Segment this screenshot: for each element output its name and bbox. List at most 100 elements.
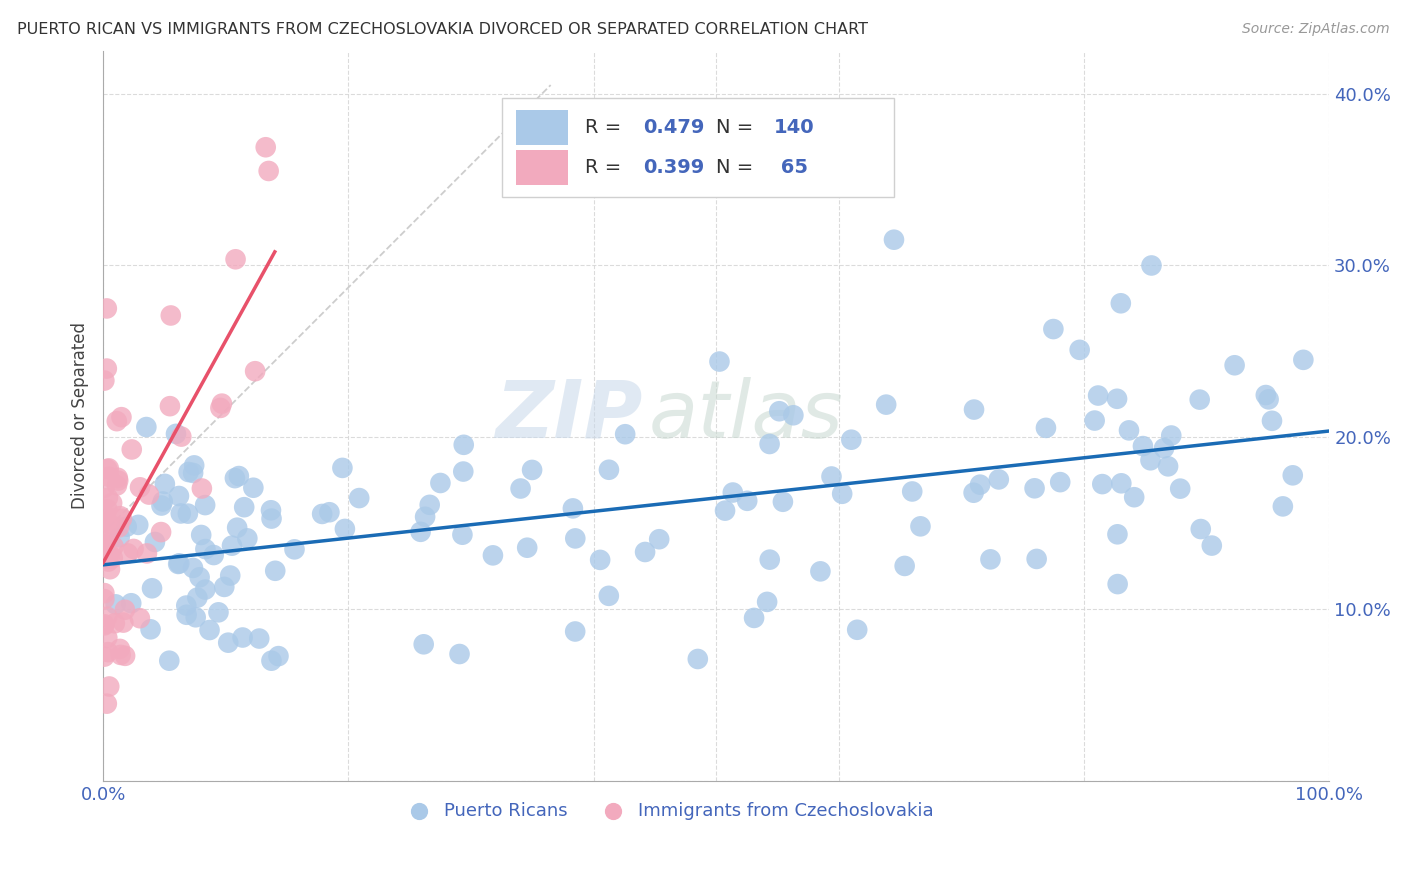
Point — [105, 414, 128, 428]
Point — [516, 541, 538, 555]
Point — [188, 570, 211, 584]
Point — [243, 364, 266, 378]
Point — [756, 595, 779, 609]
Point — [267, 649, 290, 664]
Point — [97, 645, 120, 659]
Point — [177, 507, 200, 521]
Point — [1153, 441, 1175, 455]
Point — [232, 631, 254, 645]
Point — [1105, 392, 1128, 406]
Point — [221, 539, 243, 553]
Point — [561, 501, 583, 516]
Point — [93, 374, 115, 388]
Point — [98, 562, 121, 576]
Point — [138, 487, 160, 501]
Point — [254, 140, 277, 154]
Point — [117, 546, 139, 560]
Text: atlas: atlas — [648, 376, 844, 455]
Point — [589, 553, 612, 567]
Point — [96, 462, 118, 476]
Point — [1049, 475, 1071, 490]
Point — [96, 609, 118, 624]
Point — [93, 618, 115, 632]
Point — [1157, 459, 1180, 474]
Point — [735, 493, 758, 508]
Point — [1109, 296, 1132, 310]
Point — [283, 542, 305, 557]
Point — [963, 402, 986, 417]
Point — [820, 469, 842, 483]
Point — [96, 361, 118, 376]
Point — [224, 471, 246, 485]
Text: N =: N = — [716, 158, 759, 177]
Point — [110, 410, 132, 425]
Point — [1111, 476, 1133, 491]
Point — [264, 564, 287, 578]
Point — [810, 565, 832, 579]
Point — [93, 592, 115, 607]
Point — [742, 611, 765, 625]
Point — [198, 623, 221, 637]
Point — [846, 623, 869, 637]
Point — [318, 505, 340, 519]
Point — [98, 547, 121, 561]
Point — [96, 697, 118, 711]
Point — [129, 480, 152, 494]
Point — [112, 615, 135, 630]
Point — [98, 517, 121, 532]
FancyBboxPatch shape — [502, 98, 894, 197]
Point — [841, 433, 863, 447]
Point — [97, 469, 120, 483]
Bar — [516, 150, 568, 185]
Point — [127, 517, 149, 532]
Point — [226, 521, 249, 535]
Point — [108, 509, 131, 524]
Point — [219, 568, 242, 582]
Point — [1201, 539, 1223, 553]
Point — [1257, 392, 1279, 407]
Point — [122, 541, 145, 556]
Bar — [516, 110, 568, 145]
Point — [1254, 388, 1277, 402]
Text: R =: R = — [585, 118, 627, 136]
Point — [97, 461, 120, 475]
Point — [228, 469, 250, 483]
Point — [96, 301, 118, 316]
Point — [104, 598, 127, 612]
Point — [96, 524, 118, 538]
Point — [451, 527, 474, 541]
Point — [412, 637, 434, 651]
Point — [1292, 352, 1315, 367]
Point — [108, 530, 131, 544]
Point — [564, 624, 586, 639]
Point — [170, 429, 193, 443]
Point — [332, 461, 354, 475]
Text: 0.479: 0.479 — [643, 118, 704, 136]
Point — [987, 472, 1010, 486]
Point — [233, 500, 256, 515]
Point — [1069, 343, 1091, 357]
Point — [1084, 413, 1107, 427]
Point — [93, 537, 115, 551]
Point — [169, 557, 191, 571]
Point — [1087, 388, 1109, 402]
Point — [1261, 414, 1284, 428]
Point — [115, 519, 138, 533]
Point — [1025, 552, 1047, 566]
Point — [165, 426, 187, 441]
Point — [482, 549, 505, 563]
Point — [1091, 477, 1114, 491]
Point — [1223, 358, 1246, 372]
Point — [979, 552, 1001, 566]
Point — [207, 605, 229, 619]
Point — [98, 551, 121, 566]
Point — [177, 465, 200, 479]
Point — [1139, 453, 1161, 467]
Point — [782, 409, 804, 423]
Point — [1042, 322, 1064, 336]
Point — [108, 520, 131, 534]
Point — [910, 519, 932, 533]
Point — [110, 648, 132, 662]
Point — [875, 398, 897, 412]
Point — [598, 589, 620, 603]
